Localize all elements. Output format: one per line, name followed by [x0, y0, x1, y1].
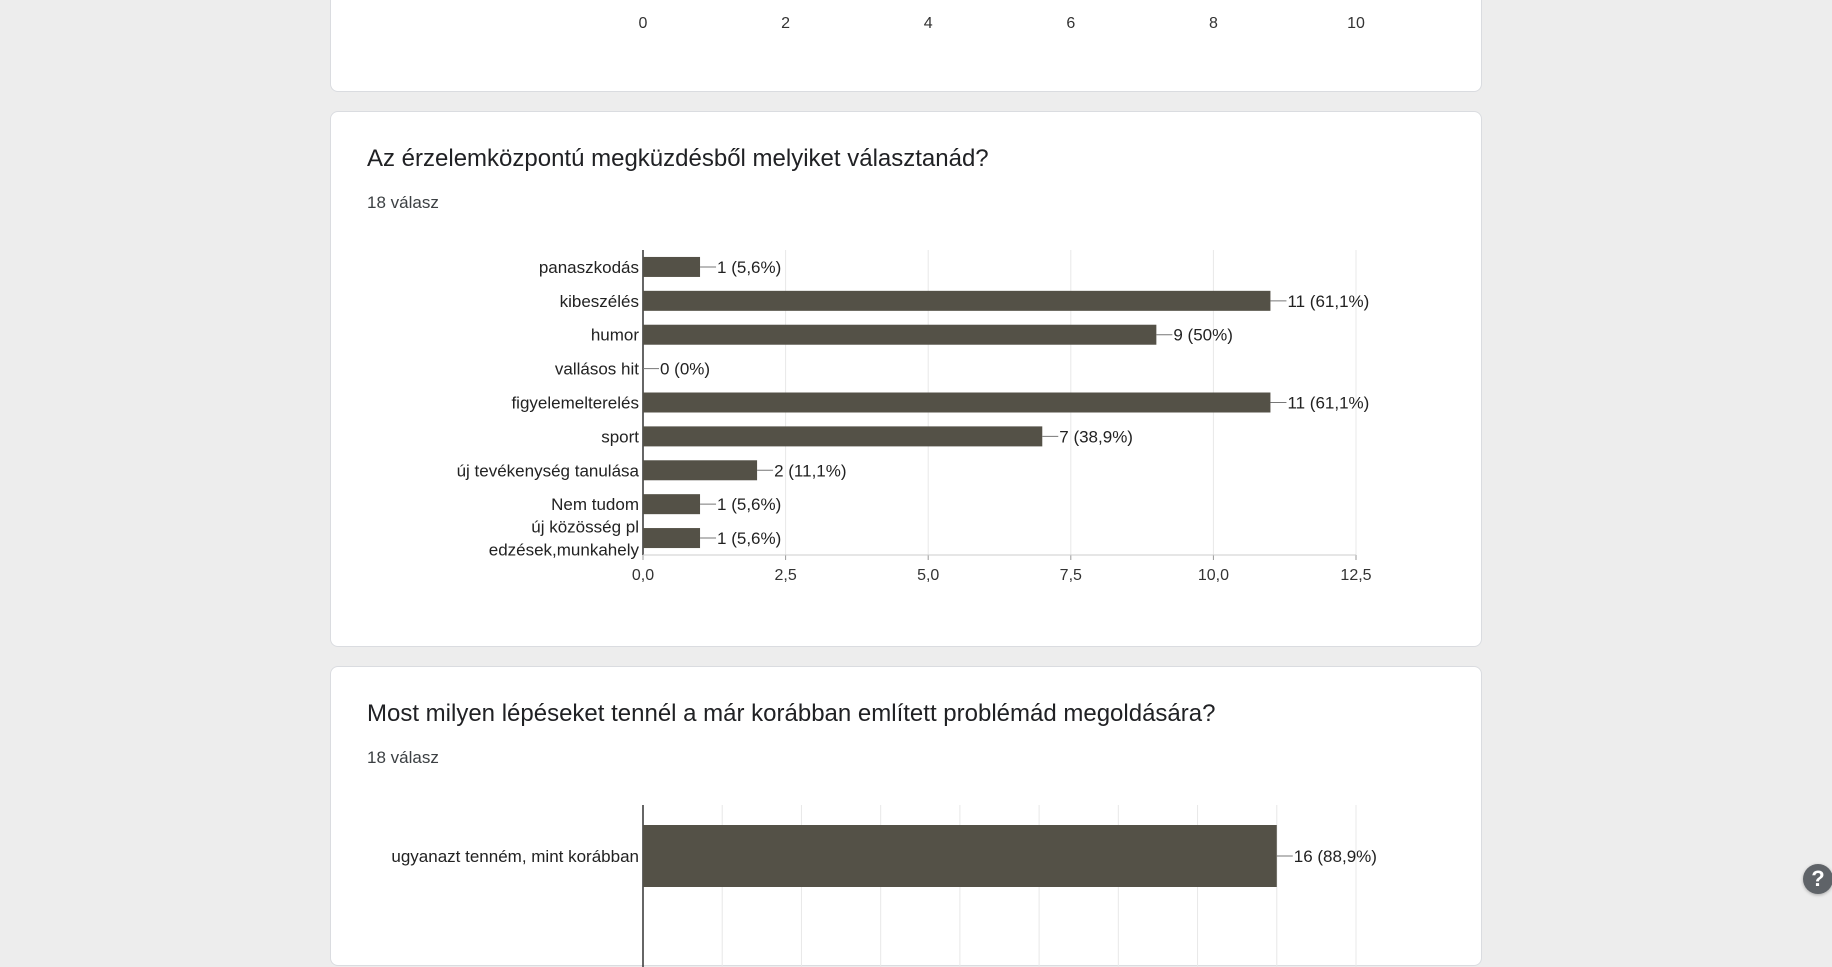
bar — [643, 324, 1157, 345]
data-label: 1 (5,6%) — [717, 495, 781, 514]
data-label: 11 (61,1%) — [1287, 292, 1369, 311]
category-label: ugyanazt tenném, mint korábban — [391, 847, 639, 866]
bar — [643, 256, 701, 277]
category-label: panaszkodás — [539, 258, 639, 277]
category-label: kibeszélés — [560, 292, 639, 311]
bar — [643, 290, 1271, 311]
previous-question-card: 0 2 4 6 8 10 — [330, 0, 1482, 92]
data-label: 2 (11,1%) — [774, 461, 846, 480]
data-label: 1 (5,6%) — [717, 529, 781, 548]
category-label: sport — [601, 427, 639, 446]
x-tick-label: 4 — [924, 15, 933, 32]
category-label: edzések,munkahely — [489, 541, 640, 560]
previous-chart-axis: 0 2 4 6 8 10 — [639, 15, 1365, 32]
question-title: Az érzelemközpontú megküzdésből melyiket… — [367, 145, 989, 172]
x-tick-label: 6 — [1066, 15, 1075, 32]
data-label: 11 (61,1%) — [1287, 394, 1369, 413]
category-label: Nem tudom — [551, 495, 639, 514]
data-label: 7 (38,9%) — [1059, 427, 1133, 446]
bar-chart: 0,0 2,5 5,0 7,5 10,0 12,5 1 (5,6%) panaszkodás 1… — [457, 250, 1372, 584]
bar-chart: 16 (88,9%) ugyanazt tenném, mint korábban — [391, 805, 1377, 967]
bar — [643, 392, 1271, 413]
x-tick-label: 2 — [781, 15, 790, 32]
question-title: Most milyen lépéseket tennél a már koráb… — [367, 700, 1216, 727]
x-tick-label: 2,5 — [774, 567, 796, 584]
category-label: figyelemelterelés — [511, 394, 639, 413]
category-label: új tevékenység tanulása — [457, 461, 640, 480]
x-tick-label: 0 — [639, 15, 648, 32]
x-tick-label: 10 — [1347, 15, 1365, 32]
response-count: 18 válasz — [367, 748, 439, 767]
bar — [643, 426, 1043, 447]
x-tick-label: 7,5 — [1060, 567, 1082, 584]
x-tick-label: 0,0 — [632, 567, 654, 584]
category-label: új közösség pl — [531, 518, 639, 537]
bar — [643, 528, 701, 549]
x-tick-label: 5,0 — [917, 567, 939, 584]
data-label: 16 (88,9%) — [1294, 847, 1377, 866]
bar — [643, 494, 701, 515]
response-count: 18 válasz — [367, 193, 439, 212]
data-label: 1 (5,6%) — [717, 258, 781, 277]
question-card-2: Most milyen lépéseket tennél a már koráb… — [330, 666, 1482, 967]
bar — [643, 460, 758, 481]
question-card-1: Az érzelemközpontú megküzdésből melyiket… — [330, 111, 1482, 647]
bar — [643, 825, 1277, 887]
category-label: vallásos hit — [555, 360, 639, 379]
data-label: 9 (50%) — [1173, 326, 1233, 345]
x-tick-label: 12,5 — [1340, 567, 1371, 584]
x-tick-label: 8 — [1209, 15, 1218, 32]
data-label: 0 (0%) — [660, 360, 710, 379]
category-label: humor — [591, 326, 640, 345]
help-icon[interactable]: ? — [1803, 864, 1832, 894]
x-tick-label: 10,0 — [1198, 567, 1229, 584]
